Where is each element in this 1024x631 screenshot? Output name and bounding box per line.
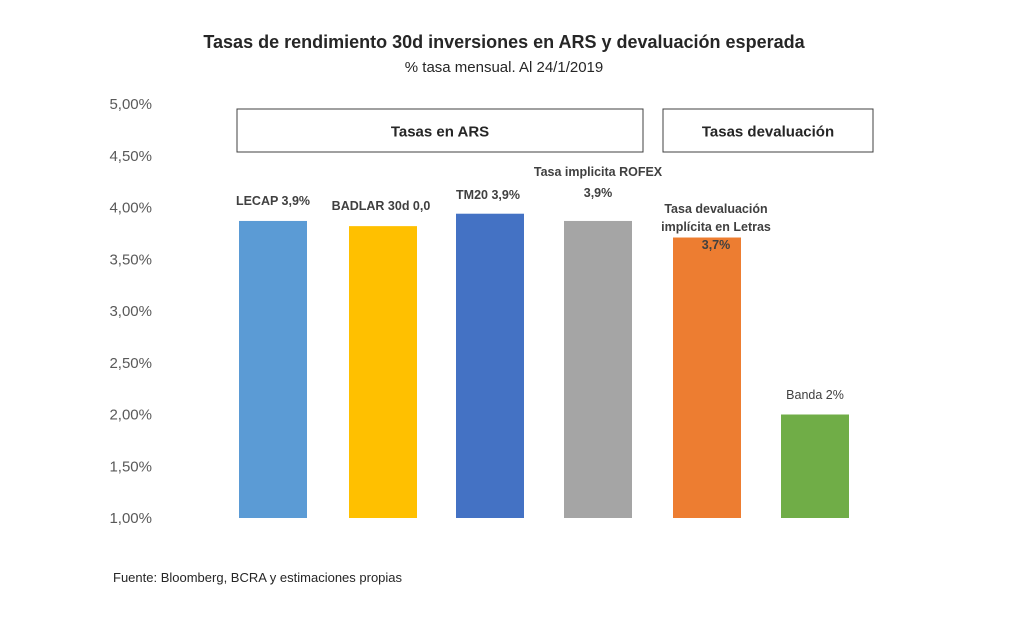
bar — [456, 213, 524, 518]
bar — [673, 237, 741, 518]
group-label: Tasas en ARS — [391, 124, 489, 141]
data-label: Tasa implicita ROFEX 3,9% — [534, 165, 663, 200]
y-tick-label: 4,50% — [109, 148, 152, 165]
y-tick-label: 3,50% — [109, 251, 152, 268]
data-label: Tasa devaluación implícita en Letras 3,7% — [661, 202, 771, 252]
data-label: Banda 2% — [786, 388, 844, 402]
bar — [564, 220, 632, 518]
group-box — [236, 108, 644, 153]
data-label: LECAP 3,9% — [236, 194, 310, 208]
y-tick-label: 1,50% — [109, 458, 152, 475]
group-label: Tasas devaluación — [702, 124, 834, 141]
data-label: TM20 3,9% — [456, 188, 520, 202]
chart-title: Tasas de rendimiento 30d inversiones en … — [203, 32, 805, 52]
source-note: Fuente: Bloomberg, BCRA y estimaciones p… — [113, 570, 403, 585]
bar — [239, 220, 307, 518]
chart-subtitle: % tasa mensual. Al 24/1/2019 — [404, 59, 604, 76]
data-label: BADLAR 30d 0,0 — [332, 199, 431, 213]
y-tick-label: 2,50% — [109, 355, 152, 372]
y-tick-label: 1,00% — [109, 510, 152, 527]
y-tick-label: 3,00% — [109, 303, 152, 320]
group-box — [662, 108, 874, 153]
y-tick-label: 4,00% — [109, 200, 152, 217]
y-tick-label: 2,00% — [109, 407, 152, 424]
y-tick-label: 5,00% — [109, 96, 152, 113]
bar — [349, 226, 417, 518]
bar — [781, 414, 849, 518]
